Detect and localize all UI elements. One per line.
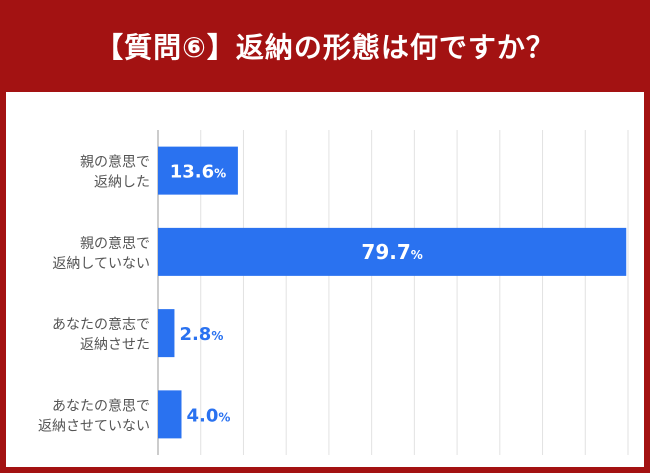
- category-label: あなたの意思で返納させていない: [38, 397, 150, 434]
- category-label: あなたの意志で返納させた: [52, 316, 150, 353]
- value-label: 79.7%: [361, 240, 422, 264]
- value-label: 2.8%: [179, 324, 223, 345]
- bar: [158, 227, 627, 276]
- category-label: 親の意思で返納した: [80, 154, 150, 191]
- bar: [158, 309, 175, 358]
- value-label: 13.6%: [170, 162, 226, 183]
- bar: [158, 146, 238, 195]
- bar: [158, 390, 182, 439]
- chart-panel: [6, 92, 644, 467]
- value-label: 4.0%: [187, 405, 231, 426]
- category-label: 親の意思で返納していない: [52, 235, 150, 272]
- chart-title: 【質問⑥】返納の形態は何ですか？: [95, 31, 555, 64]
